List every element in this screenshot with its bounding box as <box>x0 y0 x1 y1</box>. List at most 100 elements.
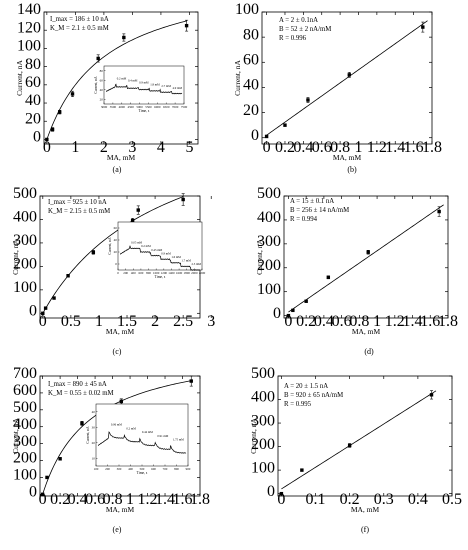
data-point <box>50 127 55 132</box>
y-tick-label: 500 <box>13 185 37 202</box>
data-point <box>57 110 62 114</box>
x-axis-label: MA, mM <box>106 327 135 336</box>
inset-x-tick-label: 1000 <box>153 271 160 275</box>
data-point <box>70 92 75 96</box>
x-tick-label: 0.6 <box>332 313 352 330</box>
fit-curve <box>281 390 437 490</box>
data-point <box>306 98 310 102</box>
fit-annotation: I_max = 890 ± 45 nA <box>48 381 107 388</box>
y-tick-label: 0 <box>267 483 275 500</box>
inset-y-tick-label: 20 <box>114 250 118 254</box>
y-tick-label: 100 <box>251 459 275 476</box>
y-tick-label: 100 <box>17 38 41 55</box>
inset-step-label: 1.75 mM <box>173 438 184 442</box>
y-tick-label: 200 <box>13 256 37 273</box>
inset-x-tick-label: 400 <box>128 467 133 471</box>
inset-y-label: Current, nA <box>108 237 113 255</box>
data-point <box>91 250 96 255</box>
fit-annotation: K_M = 2.1 ± 0.5 mM <box>50 25 109 32</box>
x-tick-label: 1.8 <box>422 139 442 156</box>
x-tick-label: 0.8 <box>330 139 350 156</box>
fit-annotation: A = 20 ± 1.5 nA <box>284 383 328 390</box>
y-tick-label: 700 <box>13 365 37 382</box>
inset-x-tick-label: 4000 <box>119 105 126 109</box>
x-tick-label: 0.4 <box>408 491 428 508</box>
inset-a: 3000 3500 4000 4500 5000 5500 6000 6500 7000 7500… <box>94 65 188 114</box>
x-tick-label: 0 <box>43 139 51 156</box>
data-point <box>80 421 84 426</box>
inset-step-label: 4.9 mM <box>173 86 183 90</box>
inset-x-tick-label: 600 <box>139 271 144 275</box>
fit-annotation: I_max = 925 ± 10 nA <box>48 199 107 206</box>
inset-x-tick-label: 7000 <box>172 105 179 109</box>
inset-step-label: 0.2 mM <box>117 77 127 81</box>
x-tick-label: 1.4 <box>403 313 423 330</box>
plot-frame <box>277 375 453 497</box>
inset-x-tick-label: 3000 <box>101 105 108 109</box>
fit-curve <box>266 20 428 136</box>
panel-d: 0 0.20.40.60.8 1 1.21.41.61.801002003004005… <box>255 185 458 356</box>
inset-x-tick-label: 0 <box>117 271 119 275</box>
inset-x-tick-label: 700 <box>163 467 168 471</box>
inset-x-tick-label: 7500 <box>181 105 188 109</box>
inset-step-label: 0.44 mM <box>142 430 153 434</box>
inset-y-tick-label: 40 <box>100 88 104 92</box>
y-tick-label: 100 <box>235 1 259 18</box>
inset-y-tick-label: 40 <box>114 238 118 242</box>
inset-x-label: Time, s <box>139 109 150 114</box>
inset-frame <box>117 221 203 271</box>
data-point <box>429 393 434 397</box>
y-axis-label: Current, nA <box>15 60 24 96</box>
y-tick-label: 0 <box>33 129 41 146</box>
y-tick-label: 0 <box>29 303 37 320</box>
x-tick-label: 2.5 <box>173 313 193 330</box>
inset-x-tick-label: 3500 <box>110 105 117 109</box>
y-axis-label: Current, nA <box>249 418 258 454</box>
inset-x-tick-label: 400 <box>131 271 136 275</box>
y-tick-label: 80 <box>25 56 41 73</box>
inset-x-tick-label: 800 <box>174 467 179 471</box>
y-tick-label: 80 <box>243 26 259 43</box>
x-tick-label: 0.2 <box>296 313 316 330</box>
plot-frame <box>39 375 201 497</box>
inset-y-label: Current, nA <box>86 426 91 444</box>
y-tick-label: 500 <box>257 185 281 202</box>
data-point <box>347 73 351 77</box>
y-tick-label: 20 <box>243 102 259 119</box>
x-tick-label: 0.4 <box>314 313 334 330</box>
inset-y-label: Current, nA <box>94 76 99 94</box>
inset-y-tick-label: 60 <box>114 226 118 230</box>
x-tick-label: 0 <box>284 313 292 330</box>
inset-x-tick-label: 300 <box>117 467 122 471</box>
inset-x-tick-label: 200 <box>105 467 110 471</box>
panel-label: (b) <box>347 165 357 174</box>
data-point <box>421 25 425 29</box>
x-tick-label: 1.6 <box>404 139 424 156</box>
panel-label: (a) <box>113 165 122 174</box>
data-point <box>184 23 189 28</box>
inset-step-label: 0.05 mM <box>131 241 142 245</box>
panel-b: 0 0.20.40.60.8 1 1.21.41.61.8020406080100MA… <box>233 1 442 174</box>
plot-frame <box>283 195 449 319</box>
y-tick-label: 400 <box>251 389 275 406</box>
inset-x-tick-label: 200 <box>123 271 128 275</box>
fit-annotation: I_max = 186 ± 10 nA <box>50 16 109 23</box>
y-axis-label: Current, nA <box>255 239 264 275</box>
x-tick-label: 0 <box>39 491 47 508</box>
x-tick-label: 2 <box>151 313 159 330</box>
inset-x-tick-label: 800 <box>146 271 151 275</box>
data-point <box>326 275 331 280</box>
data-point <box>286 313 291 318</box>
x-axis-label: MA, mM <box>352 327 381 336</box>
data-point <box>119 399 124 404</box>
x-tick-label: 1 <box>71 139 79 156</box>
x-axis-label: MA, mM <box>107 153 136 162</box>
inset-x-label: Time, s <box>137 471 148 476</box>
inset-y-tick-label: 40 <box>92 410 96 414</box>
x-tick-label: 1.5 <box>117 313 137 330</box>
y-tick-label: 300 <box>251 412 275 429</box>
inset-x-tick-label: 1400 <box>168 271 175 275</box>
inset-x-tick-label: 4500 <box>127 105 134 109</box>
x-tick-label: 0.2 <box>275 139 295 156</box>
